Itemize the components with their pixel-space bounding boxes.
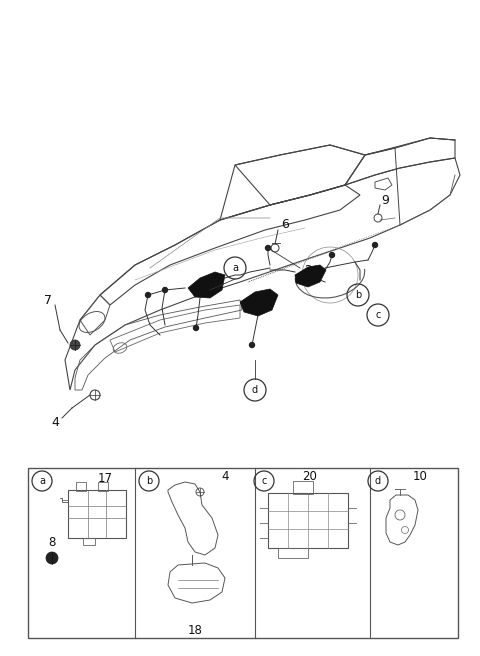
Bar [76,482,86,491]
Text: c: c [375,310,381,320]
Circle shape [329,253,335,258]
Text: 17: 17 [97,472,112,485]
Text: d: d [375,476,381,486]
Circle shape [265,245,271,251]
Text: 7: 7 [44,293,52,306]
Bar [278,548,308,558]
Text: a: a [39,476,45,486]
Text: d: d [252,385,258,395]
Bar [68,490,126,538]
Circle shape [70,340,80,350]
Text: 20: 20 [302,470,317,483]
Circle shape [163,287,168,293]
Text: b: b [146,476,152,486]
Circle shape [250,342,254,348]
Bar [83,538,95,545]
Text: 18: 18 [188,623,203,636]
Bar [268,493,348,548]
Text: b: b [355,290,361,300]
Text: 9: 9 [381,194,389,207]
Bar [28,468,458,638]
Polygon shape [240,289,278,316]
Text: 4: 4 [221,470,229,483]
Text: c: c [261,476,267,486]
Polygon shape [188,272,225,298]
Text: 2: 2 [304,264,312,276]
Circle shape [145,293,151,298]
Text: 6: 6 [281,218,289,232]
Bar [98,482,108,491]
Text: 10: 10 [413,470,427,483]
Circle shape [372,243,377,247]
Text: 4: 4 [51,415,59,428]
Circle shape [193,325,199,331]
Circle shape [46,552,58,564]
Text: a: a [232,263,238,273]
Bar [293,481,313,494]
Text: 8: 8 [48,535,56,548]
Polygon shape [295,265,326,287]
